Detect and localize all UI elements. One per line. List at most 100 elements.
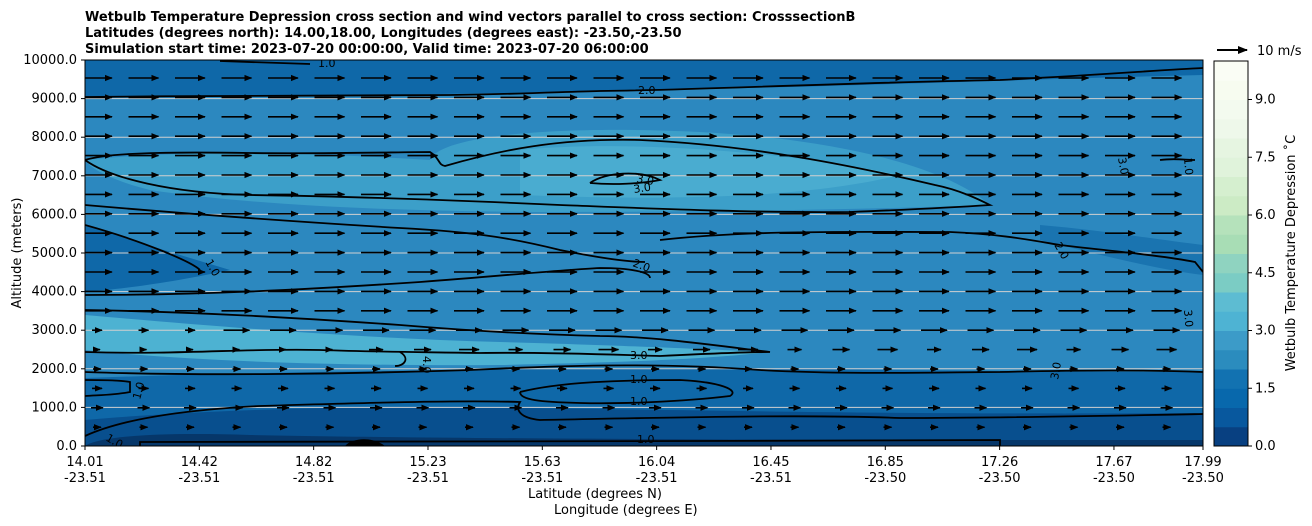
contour-line	[394, 351, 407, 367]
contour-line	[85, 138, 994, 214]
contour-line	[85, 204, 646, 263]
contour-label: 1.0	[1181, 157, 1195, 176]
x-axis-label-latitude: Latitude (degrees N)	[528, 487, 662, 502]
y-tick-label: 7000.0	[32, 169, 78, 184]
y-axis-label: Altitude (meters)	[10, 198, 25, 309]
colorbar-segment	[1214, 138, 1248, 158]
colorbar-segment	[1214, 253, 1248, 274]
y-tick-label: 1000.0	[32, 400, 78, 415]
colorbar-segment	[1214, 80, 1248, 100]
y-tick-label: 0.0	[56, 439, 77, 454]
contour-label: 1.0	[630, 373, 648, 386]
contour-band-low-light	[85, 315, 770, 366]
colorbar-segment	[1214, 99, 1248, 120]
y-tick-label: 3000.0	[32, 323, 78, 338]
colorbar-segment	[1214, 272, 1248, 293]
x-tick-label-lat: 14.42	[181, 455, 218, 470]
colorbar-segment	[1214, 234, 1248, 254]
quiver-key-label: 10 m/s	[1257, 44, 1302, 59]
colorbar-tick-label: 6.0	[1255, 208, 1276, 223]
x-tick-label-lon: -23.50	[979, 471, 1021, 486]
contour-label: 3.0	[1048, 361, 1064, 380]
x-tick-label-lon: -23.51	[293, 471, 335, 486]
colorbar-segment	[1214, 61, 1248, 81]
colorbar-segment	[1214, 388, 1248, 408]
colorbar-tick-label: 1.5	[1255, 381, 1276, 396]
x-tick-label-lat: 17.26	[981, 455, 1018, 470]
colorbar-segment	[1214, 195, 1248, 216]
colorbar-segment	[1214, 426, 1248, 447]
colorbar-segment	[1214, 311, 1248, 331]
contour-line	[85, 364, 1203, 376]
colorbar-tick-label: 9.0	[1255, 93, 1276, 108]
contour-line	[85, 379, 131, 397]
contour-label: 1.0	[630, 395, 648, 408]
contour-label: 3.0	[633, 181, 652, 196]
y-tick-label: 5000.0	[32, 246, 78, 261]
contour-label: 3.0	[635, 172, 654, 188]
y-tick-label: 6000.0	[32, 207, 78, 222]
x-tick-label-lat: 17.67	[1095, 455, 1132, 470]
colorbar-segment	[1214, 349, 1248, 370]
contour-label: 3.0	[1115, 156, 1131, 175]
y-tick-label: 4000.0	[32, 285, 78, 300]
contour-line	[1159, 158, 1196, 161]
contour-label: 1.0	[318, 57, 336, 70]
colorbar-tick-label: 0.0	[1255, 439, 1276, 454]
x-tick-label-lon: -23.51	[636, 471, 678, 486]
wind-vectors	[85, 74, 1183, 431]
plot-area: 1.0 2.0 3.0 3.0 3.0 1.0 2.0 2.0 3.0 3.0 …	[85, 57, 1203, 446]
contour-band-surface-darkest	[85, 407, 1203, 446]
contour-label: 1.0	[637, 433, 655, 446]
colorbar-segment	[1214, 330, 1248, 351]
contour-line	[85, 67, 1203, 98]
contour-label: 4.0	[420, 356, 433, 374]
x-axis-label-longitude: Longitude (degrees E)	[554, 503, 698, 518]
x-axis: 14.01-23.5114.42-23.5114.82-23.5115.23-2…	[64, 446, 1224, 486]
colorbar-segment	[1214, 118, 1248, 139]
x-tick-label-lon: -23.51	[750, 471, 792, 486]
x-tick-label-lon: -23.51	[407, 471, 449, 486]
colorbar-segment	[1214, 215, 1248, 235]
contour-line	[219, 60, 311, 65]
x-tick-label-lat: 16.85	[867, 455, 904, 470]
y-tick-label: 8000.0	[32, 130, 78, 145]
x-tick-label-lat: 14.82	[295, 455, 332, 470]
contour-line	[85, 400, 1203, 437]
x-tick-label-lon: -23.51	[521, 471, 563, 486]
y-tick-label: 2000.0	[32, 362, 78, 377]
x-tick-label-lon: -23.50	[1182, 471, 1224, 486]
colorbar-tick-label: 7.5	[1255, 150, 1276, 165]
colorbar-segment	[1214, 157, 1248, 177]
colorbar-frame	[1213, 60, 1249, 447]
x-tick-label-lat: 16.04	[638, 455, 675, 470]
colorbar-segment	[1214, 407, 1248, 428]
x-tick-label-lon: -23.50	[864, 471, 906, 486]
x-tick-label-lat: 17.99	[1184, 455, 1221, 470]
colorbar: 0.0 1.5 3.0 4.5 6.0 7.5 9.0	[1213, 60, 1276, 454]
y-tick-label: 9000.0	[32, 92, 78, 107]
x-tick-label-lon: -23.51	[178, 471, 220, 486]
y-axis: 0.0 1000.0 2000.0 3000.0 4000.0 5000.0 6000.0 7…	[23, 53, 85, 454]
x-tick-label-lat: 15.63	[524, 455, 561, 470]
y-tick-label: 10000.0	[23, 53, 77, 68]
chart-title-line-2: Latitudes (degrees north): 14.00,18.00, …	[85, 26, 682, 41]
colorbar-tick-label: 4.5	[1255, 266, 1276, 281]
x-tick-label-lon: -23.50	[1093, 471, 1135, 486]
contour-label: 3.0	[630, 349, 648, 362]
colorbar-segment	[1214, 369, 1248, 389]
contour-line	[519, 379, 734, 405]
x-tick-label-lat: 16.45	[752, 455, 789, 470]
contour-label: 2.0	[631, 257, 652, 275]
contour-band-left-dark	[85, 225, 230, 292]
x-tick-label-lat: 15.23	[409, 455, 446, 470]
x-tick-label-lat: 14.01	[66, 455, 103, 470]
contour-band-right-dark	[1040, 225, 1203, 275]
colorbar-segment	[1214, 176, 1248, 197]
colorbar-segment	[1214, 292, 1248, 312]
x-tick-label-lon: -23.51	[64, 471, 106, 486]
quiver-key: 10 m/s	[1217, 44, 1302, 59]
colorbar-tick-label: 3.0	[1255, 324, 1276, 339]
contour-label: 2.0	[638, 84, 656, 97]
